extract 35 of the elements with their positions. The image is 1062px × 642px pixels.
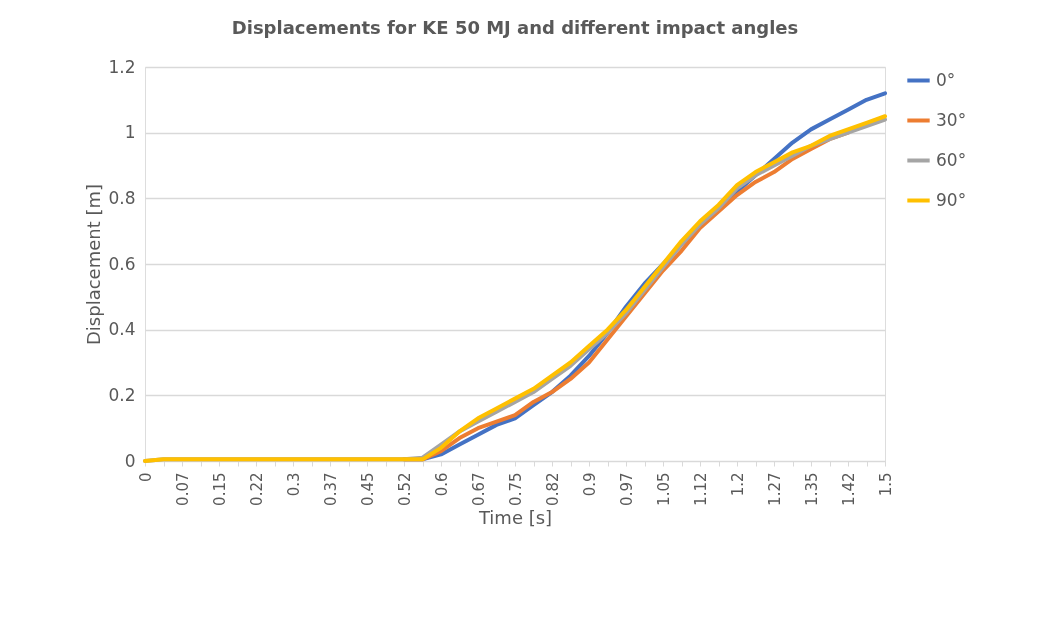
- y-tick-label: 0.8: [108, 187, 136, 208]
- x-tick-label: 1.12: [691, 472, 710, 506]
- x-tick-label: 0.45: [358, 472, 377, 506]
- y-axis-title: Displacement [m]: [83, 183, 105, 346]
- legend-label: 30°: [936, 109, 967, 130]
- y-tick-label: 1: [124, 122, 136, 143]
- x-tick-label: 0.37: [321, 472, 340, 506]
- y-tick-label: 0.6: [108, 253, 136, 274]
- x-tick-label: 0.97: [617, 472, 636, 506]
- x-tick-label: 0.52: [395, 472, 414, 506]
- x-tick-label: 0.9: [580, 472, 599, 497]
- x-tick-label: 0.75: [506, 472, 525, 506]
- x-tick-label: 1.5: [876, 472, 895, 497]
- x-tick-label: 0.67: [469, 472, 488, 506]
- legend-label: 0°: [936, 69, 956, 90]
- y-tick-label: 1.2: [108, 56, 136, 77]
- x-tick-label: 0.22: [247, 472, 266, 506]
- legend-label: 90°: [936, 189, 967, 210]
- x-tick-label: 0.3: [284, 472, 303, 497]
- x-axis-title: Time [s]: [477, 506, 553, 528]
- x-tick-label: 1.27: [765, 472, 784, 506]
- legend-label: 60°: [936, 149, 967, 170]
- x-tick-label: 0.07: [173, 472, 192, 506]
- x-tick-label: 0.82: [543, 472, 562, 506]
- x-tick-label: 1.35: [802, 472, 821, 506]
- chart-title: Displacements for KE 50 MJ and different impact angles: [231, 17, 799, 38]
- y-tick-label: 0.2: [108, 384, 136, 405]
- y-tick-label: 0.4: [108, 319, 136, 340]
- y-tick-label: 0: [124, 450, 136, 471]
- x-tick-label: 1.42: [839, 472, 858, 506]
- x-tick-label: 1.2: [728, 472, 747, 497]
- x-tick-label: 1.05: [654, 472, 673, 506]
- x-tick-label: 0: [136, 472, 155, 483]
- x-tick-label: 0.6: [432, 472, 451, 497]
- x-tick-label: 0.15: [210, 472, 229, 506]
